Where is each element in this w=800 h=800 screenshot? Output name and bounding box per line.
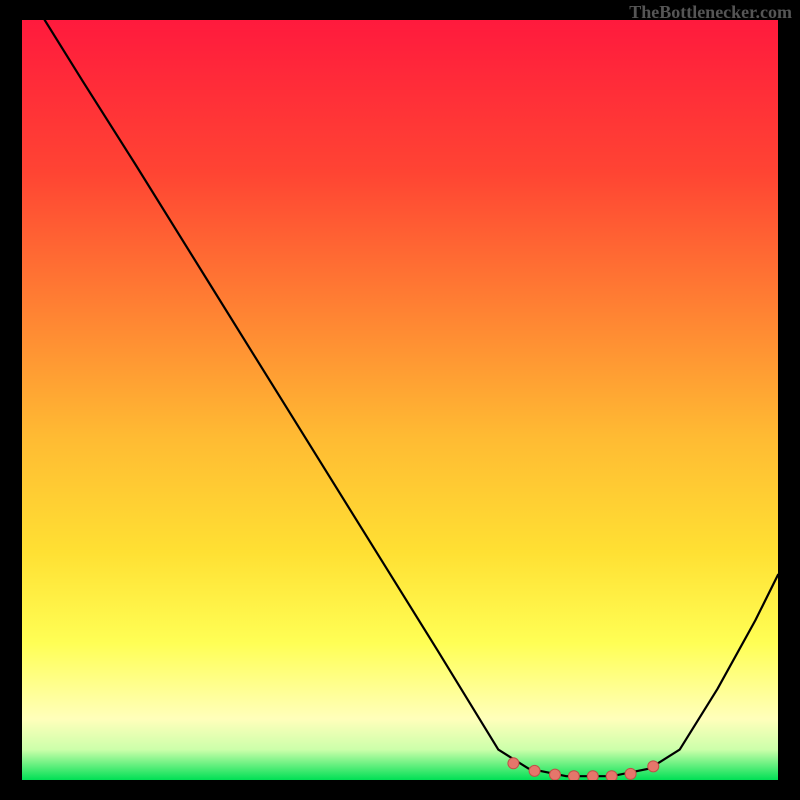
marker-point [606, 771, 617, 780]
marker-point [529, 765, 540, 776]
marker-point [549, 769, 560, 780]
marker-point [568, 771, 579, 780]
watermark-text: TheBottlenecker.com [629, 2, 792, 23]
marker-point [625, 768, 636, 779]
marker-point [648, 761, 659, 772]
chart-plot-area [22, 20, 778, 780]
bottleneck-curve [45, 20, 778, 776]
chart-svg-layer [22, 20, 778, 780]
marker-point [587, 771, 598, 780]
marker-point [508, 758, 519, 769]
